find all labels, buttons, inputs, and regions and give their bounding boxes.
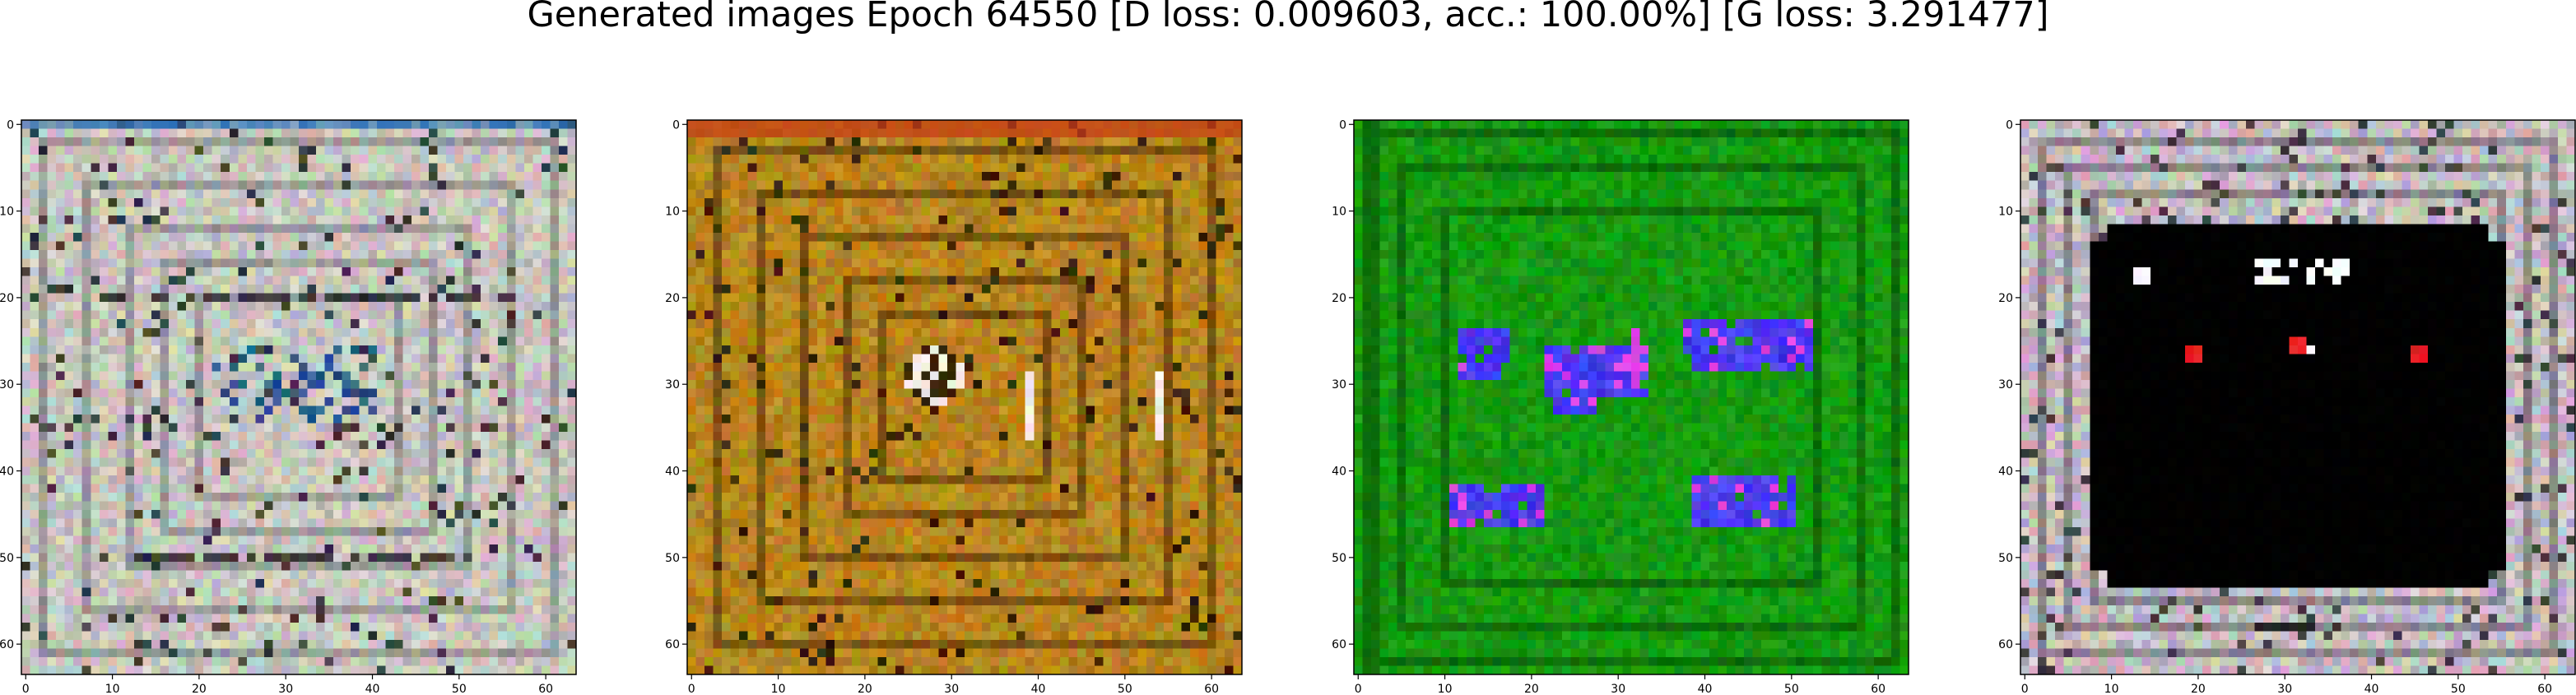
y-tick-label: 0: [672, 118, 680, 132]
x-tick-label: 0: [1355, 683, 1362, 695]
x-tick-label: 60: [2537, 683, 2552, 695]
y-tick-label: 50: [665, 552, 680, 565]
x-tick-label: 10: [105, 683, 120, 695]
x-tick-label: 40: [1031, 683, 1046, 695]
y-tick-label: 50: [0, 552, 14, 565]
y-tick-label: 30: [1998, 378, 2013, 392]
y-tick-label: 0: [1339, 118, 1346, 132]
axes-frame: [686, 119, 1243, 675]
y-tick-label: 0: [2006, 118, 2013, 132]
y-tick-label: 40: [0, 466, 14, 479]
y-tick-label: 40: [665, 466, 680, 479]
y-tick-label: 30: [665, 378, 680, 392]
x-tick-label: 60: [538, 683, 553, 695]
generated-image-1: [21, 120, 576, 674]
y-tick-label: 30: [0, 378, 14, 392]
x-tick-label: 20: [2191, 683, 2206, 695]
y-tick-label: 10: [1332, 206, 1346, 219]
generated-image-3: [1354, 120, 1909, 674]
y-tick-label: 60: [1332, 638, 1346, 651]
x-tick-label: 10: [2104, 683, 2119, 695]
x-tick-label: 50: [1784, 683, 1799, 695]
subplot-2: 0 10 20 30 40 50 60 0 10 20 30 40 50 60: [665, 118, 1243, 695]
x-tick-label: 10: [1438, 683, 1453, 695]
x-tick-label: 50: [2451, 683, 2466, 695]
y-tick-label: 60: [0, 638, 14, 651]
x-tick-label: 60: [1871, 683, 1886, 695]
x-tick-label: 60: [1204, 683, 1219, 695]
x-tick-label: 50: [1118, 683, 1132, 695]
y-tick-label: 50: [1332, 552, 1346, 565]
x-tick-label: 0: [2021, 683, 2029, 695]
x-tick-label: 20: [1524, 683, 1539, 695]
y-tick-label: 20: [1998, 292, 2013, 305]
y-tick-label: 10: [665, 206, 680, 219]
figure-title: Generated images Epoch 64550 [D loss: 0.…: [527, 0, 2049, 35]
y-tick-label: 10: [1998, 206, 2013, 219]
x-tick-label: 40: [365, 683, 380, 695]
x-tick-label: 30: [944, 683, 959, 695]
axes-frame: [21, 119, 577, 675]
y-tick-label: 50: [1998, 552, 2013, 565]
y-tick-label: 40: [1332, 466, 1346, 479]
y-tick-label: 0: [7, 118, 14, 132]
generated-image-4: [2020, 120, 2575, 674]
y-tick-label: 20: [1332, 292, 1346, 305]
y-tick-label: 10: [0, 206, 14, 219]
y-tick-label: 60: [665, 638, 680, 651]
subplot-3: 0 10 20 30 40 50 60 0 10 20 30 40 50 60: [1332, 118, 1909, 695]
x-tick-label: 50: [452, 683, 467, 695]
axes-frame: [1353, 119, 1909, 675]
x-tick-label: 30: [2277, 683, 2292, 695]
y-tick-label: 20: [665, 292, 680, 305]
subplot-4: 0 10 20 30 40 50 60 0 10 20 30 40 50 60: [1998, 118, 2576, 695]
x-tick-label: 30: [1611, 683, 1625, 695]
x-tick-label: 20: [858, 683, 872, 695]
y-tick-label: 30: [1332, 378, 1346, 392]
axes-frame: [2020, 119, 2576, 675]
y-tick-label: 40: [1998, 466, 2013, 479]
x-tick-label: 30: [278, 683, 293, 695]
y-tick-label: 60: [1998, 638, 2013, 651]
x-tick-label: 40: [1698, 683, 1713, 695]
x-tick-label: 0: [688, 683, 695, 695]
x-tick-label: 0: [22, 683, 30, 695]
x-tick-label: 20: [192, 683, 207, 695]
y-tick-label: 20: [0, 292, 14, 305]
x-tick-label: 40: [2364, 683, 2379, 695]
x-tick-label: 10: [771, 683, 786, 695]
generated-image-2: [687, 120, 1242, 674]
subplot-1: 0 10 20 30 40 50 60 0 10 20 30 40 50 60: [0, 118, 577, 695]
